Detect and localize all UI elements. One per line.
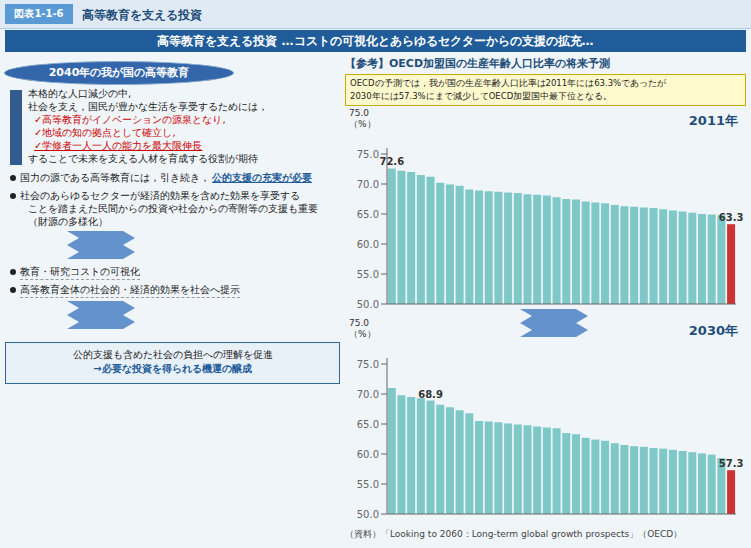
html-text:社会を支え，国民が豊かな生活を享受するためには，: 社会を支え，国民が豊かな生活を享受するためには， — [28, 101, 268, 112]
html-text:国力の源である高等教育には，引き続き， 公的支援の充実が必要: 国力の源である高等教育には，引き続き， 公的支援の充実が必要 — [20, 172, 312, 183]
svg-text:70.0: 70.0 — [357, 389, 379, 400]
svg-text:63.3: 63.3 — [719, 212, 743, 223]
svg-text:72.6: 72.6 — [379, 156, 404, 167]
html-text:75.0 （%）: 75.0 （%） — [349, 108, 376, 129]
svg-text:70.0: 70.0 — [357, 179, 379, 190]
html-text:OECDの予測では，我が国の生産年齢人口比率は2011年には: OECDの予測では，我が国の生産年齢人口比率は2011年には63.3%であったが… — [350, 78, 667, 101]
html-text:2030年: 2030年 — [688, 323, 738, 338]
html-text:75.0 （%）: 75.0 （%） — [349, 318, 376, 339]
html-text:本格的な人口減少の中,: 本格的な人口減少の中, — [28, 88, 132, 99]
html-text:高等教育全体の社会的・経済的効果を社会へ提示: 高等教育全体の社会的・経済的効果を社会へ提示 — [20, 284, 240, 295]
html-text:2040年の我が国の高等教育: 2040年の我が国の高等教育 — [48, 66, 190, 79]
html-text:（資料）「Looking to 2060：Long-term: （資料）「Looking to 2060：Long-term global gr… — [345, 529, 683, 539]
html-text:社会のあらゆるセクターが経済的効果を含めた効果を享受する: 社会のあらゆるセクターが経済的効果を含めた効果を享受する — [20, 190, 300, 201]
html-text:✓地域の知の拠点として確立し,: ✓地域の知の拠点として確立し, — [34, 127, 176, 138]
svg-text:50.0: 50.0 — [357, 509, 379, 520]
html-text:教育・研究コストの可視化: 教育・研究コストの可視化 — [20, 266, 140, 277]
svg-text:65.0: 65.0 — [357, 419, 379, 430]
html-text:することで未来を支える人材を育成する役割が期待: することで未来を支える人材を育成する役割が期待 — [28, 153, 258, 164]
html-text:ことを踏まえた民間からの投資や社会からの寄附等の支援も重要: ことを踏まえた民間からの投資や社会からの寄附等の支援も重要 — [28, 203, 318, 214]
html-text:→必要な投資を得られる機運の醸成: →必要な投資を得られる機運の醸成 — [93, 363, 252, 374]
html-text:✓高等教育がイノベーションの源泉となり,: ✓高等教育がイノベーションの源泉となり, — [34, 114, 226, 125]
svg-text:50.0: 50.0 — [357, 299, 379, 310]
svg-text:75.0: 75.0 — [357, 359, 379, 370]
svg-text:55.0: 55.0 — [357, 479, 379, 490]
html-text:✓学修者一人一人の能力を最大限伸長: ✓学修者一人一人の能力を最大限伸長 — [34, 140, 203, 151]
html-text:図表1-1-6: 図表1-1-6 — [14, 8, 64, 19]
svg-text:60.0: 60.0 — [357, 449, 379, 460]
html-text:高等教育を支える投資: 高等教育を支える投資 — [82, 8, 202, 22]
html-text:高等教育を支える投資 …コストの可視化とあらゆるセクターから: 高等教育を支える投資 …コストの可視化とあらゆるセクターからの支援の拡充… — [157, 34, 594, 48]
html-text:2011年: 2011年 — [688, 113, 738, 128]
svg-text:60.0: 60.0 — [357, 239, 379, 250]
svg-text:75.0: 75.0 — [357, 149, 379, 160]
html-text:（財源の多様化）: （財源の多様化） — [28, 216, 108, 227]
html-text:公的支援も含めた社会の負担への理解を促進: 公的支援も含めた社会の負担への理解を促進 — [72, 349, 273, 360]
html-text:【参考】OECD加盟国の生産年齢人口比率の将来予測: 【参考】OECD加盟国の生産年齢人口比率の将来予測 — [345, 57, 611, 70]
svg-text:55.0: 55.0 — [357, 269, 379, 280]
svg-text:57.3: 57.3 — [719, 458, 743, 469]
svg-text:65.0: 65.0 — [357, 209, 379, 220]
svg-text:68.9: 68.9 — [418, 389, 443, 400]
